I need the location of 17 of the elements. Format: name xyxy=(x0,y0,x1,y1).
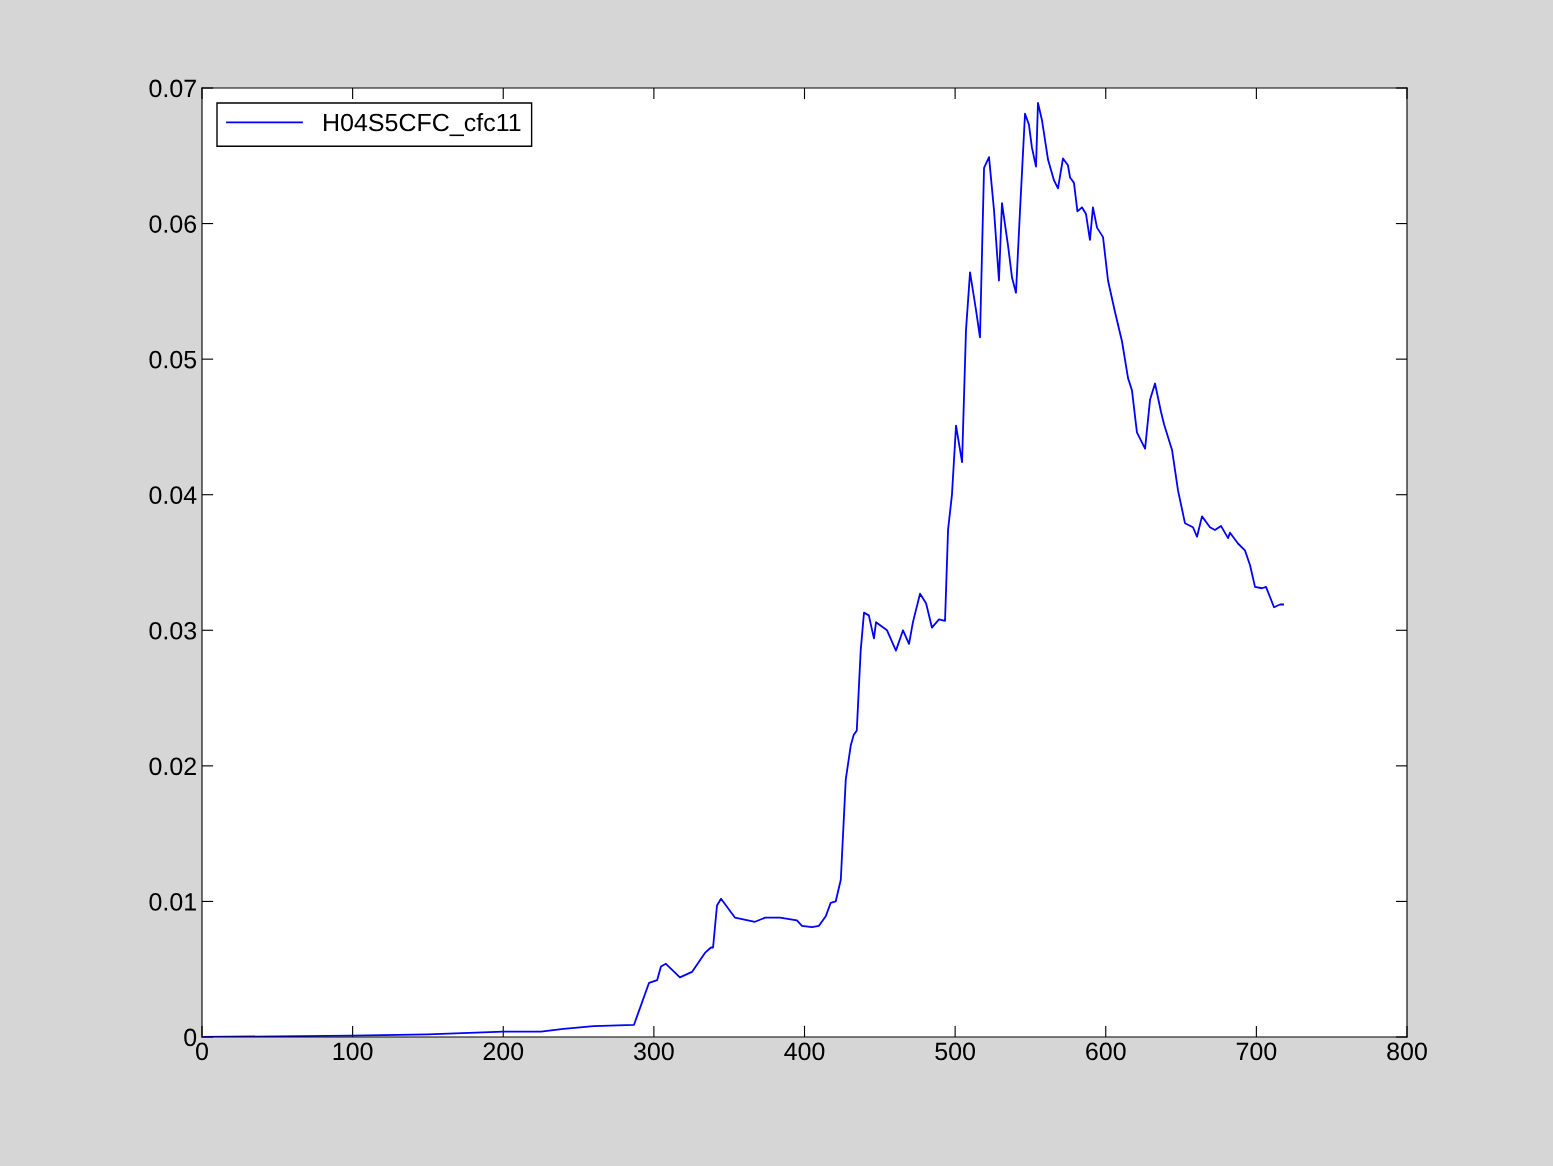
legend-label: H04S5CFC_cfc11 xyxy=(324,113,521,137)
y-tick-label: 0.07 xyxy=(149,79,196,98)
y-tick-label: 0.02 xyxy=(149,757,196,776)
x-tick-label: 300 xyxy=(633,1042,674,1061)
y-tick-label: 0.06 xyxy=(149,215,197,233)
x-tick-label: 400 xyxy=(784,1042,825,1061)
x-tick-label: 600 xyxy=(1086,1042,1126,1061)
x-tick-label: 700 xyxy=(1236,1042,1277,1061)
y-tick-label: 0.03 xyxy=(149,621,197,640)
x-tick-label: 100 xyxy=(333,1042,373,1061)
y-tick-label: 0.01 xyxy=(149,893,196,911)
y-tick-label: 0.05 xyxy=(149,350,197,369)
x-tick-label: 200 xyxy=(483,1042,524,1061)
y-tick-label: 0 xyxy=(184,1028,197,1047)
y-tick-label: 0.04 xyxy=(149,486,197,505)
x-tick-label: 800 xyxy=(1387,1042,1427,1061)
x-tick-label: 500 xyxy=(935,1042,975,1061)
